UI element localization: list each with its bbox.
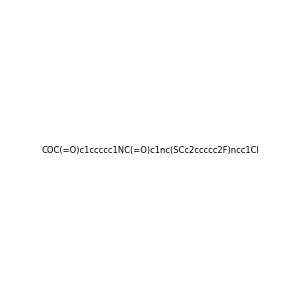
Text: COC(=O)c1ccccc1NC(=O)c1nc(SCc2ccccc2F)ncc1Cl: COC(=O)c1ccccc1NC(=O)c1nc(SCc2ccccc2F)nc… bbox=[41, 146, 259, 154]
